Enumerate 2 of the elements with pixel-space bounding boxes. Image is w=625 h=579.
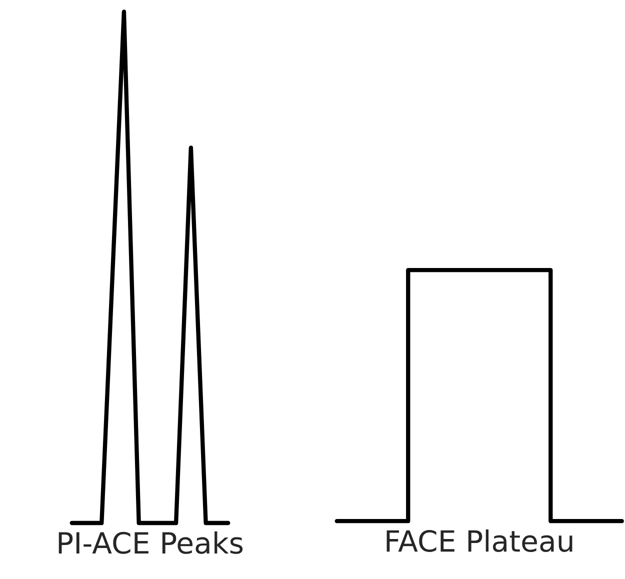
x-axis-title: PI-ACE Peaks bbox=[58, 531, 243, 554]
x-axis-title: FACE Plateau bbox=[386, 529, 572, 552]
